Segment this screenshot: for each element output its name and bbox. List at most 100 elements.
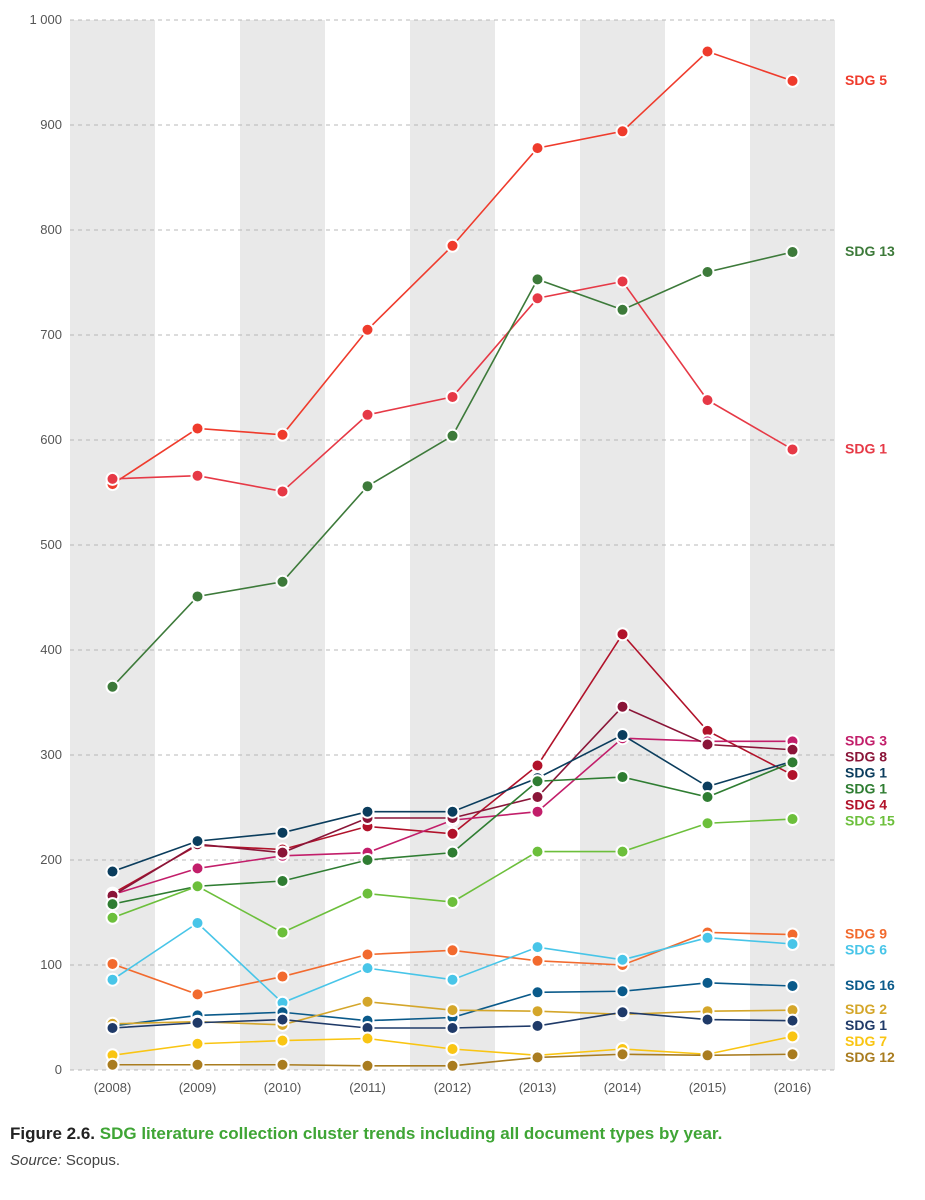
series-marker-sdg6 — [702, 932, 714, 944]
series-marker-sdg4 — [447, 828, 459, 840]
series-label-sdg4: SDG 4 — [845, 796, 887, 812]
series-marker-sdg7 — [447, 1043, 459, 1055]
series-marker-sdg10 — [447, 1022, 459, 1034]
x-tick-label: (2010) — [264, 1080, 302, 1095]
series-marker-sdg16 — [532, 986, 544, 998]
series-marker-sdg10 — [107, 1022, 119, 1034]
series-marker-sdg1 — [107, 473, 119, 485]
series-label-sdg5: SDG 5 — [845, 72, 887, 88]
series-marker-sdg12 — [277, 1059, 289, 1071]
series-marker-sdg15 — [702, 817, 714, 829]
series-marker-sdg15 — [447, 896, 459, 908]
series-label-sdg9: SDG 9 — [845, 926, 887, 942]
y-tick-label: 500 — [40, 537, 62, 552]
series-label-sdg2: SDG 2 — [845, 1001, 887, 1017]
series-label-sdg14: SDG 1 — [845, 780, 887, 796]
series-marker-sdg1 — [447, 391, 459, 403]
series-marker-sdg4 — [617, 628, 629, 640]
line-chart: 01002003004005006007008009001 000(2008)(… — [10, 10, 915, 1110]
series-marker-sdg8 — [702, 739, 714, 751]
series-marker-sdg14 — [617, 771, 629, 783]
series-marker-sdg11 — [362, 806, 374, 818]
series-marker-sdg6 — [617, 954, 629, 966]
series-marker-sdg8 — [617, 701, 629, 713]
series-marker-sdg12 — [787, 1048, 799, 1060]
series-marker-sdg6 — [362, 962, 374, 974]
series-marker-sdg14 — [107, 898, 119, 910]
x-tick-label: (2011) — [349, 1080, 386, 1095]
series-label-sdg15: SDG 15 — [845, 812, 895, 828]
series-marker-sdg15 — [532, 846, 544, 858]
series-label-sdg10: SDG 1 — [845, 1017, 887, 1033]
series-marker-sdg8 — [277, 847, 289, 859]
series-label-sdg7: SDG 7 — [845, 1033, 887, 1049]
series-marker-sdg14 — [447, 847, 459, 859]
series-marker-sdg6 — [447, 974, 459, 986]
series-marker-sdg11 — [107, 866, 119, 878]
series-marker-sdg2 — [362, 996, 374, 1008]
series-marker-sdg11 — [447, 806, 459, 818]
series-marker-sdg10 — [702, 1014, 714, 1026]
series-marker-sdg1 — [277, 485, 289, 497]
series-label-sdg8: SDG 8 — [845, 748, 887, 764]
figure-number: Figure 2.6. — [10, 1124, 95, 1143]
series-marker-sdg13 — [532, 273, 544, 285]
series-marker-sdg14 — [702, 791, 714, 803]
x-tick-label: (2012) — [434, 1080, 472, 1095]
x-tick-label: (2009) — [179, 1080, 217, 1095]
series-label-sdg3: SDG 3 — [845, 732, 887, 748]
series-marker-sdg2 — [447, 1004, 459, 1016]
series-marker-sdg16 — [617, 985, 629, 997]
series-marker-sdg6 — [107, 974, 119, 986]
series-marker-sdg13 — [787, 246, 799, 258]
series-marker-sdg1 — [192, 470, 204, 482]
series-marker-sdg13 — [617, 304, 629, 316]
series-marker-sdg6 — [532, 941, 544, 953]
x-tick-label: (2008) — [94, 1080, 132, 1095]
series-marker-sdg1 — [532, 292, 544, 304]
series-marker-sdg12 — [617, 1048, 629, 1060]
series-marker-sdg7 — [787, 1030, 799, 1042]
series-marker-sdg7 — [362, 1033, 374, 1045]
series-marker-sdg15 — [277, 926, 289, 938]
series-marker-sdg11 — [617, 729, 629, 741]
series-marker-sdg11 — [192, 835, 204, 847]
series-marker-sdg5 — [447, 240, 459, 252]
series-marker-sdg5 — [192, 422, 204, 434]
y-tick-label: 900 — [40, 117, 62, 132]
series-marker-sdg15 — [107, 912, 119, 924]
series-marker-sdg9 — [447, 944, 459, 956]
series-marker-sdg13 — [362, 480, 374, 492]
series-marker-sdg15 — [617, 846, 629, 858]
y-tick-label: 200 — [40, 852, 62, 867]
x-tick-label: (2015) — [689, 1080, 727, 1095]
series-marker-sdg13 — [447, 430, 459, 442]
series-marker-sdg9 — [277, 971, 289, 983]
x-tick-label: (2016) — [774, 1080, 812, 1095]
series-marker-sdg7 — [277, 1035, 289, 1047]
y-tick-label: 400 — [40, 642, 62, 657]
series-marker-sdg1 — [362, 409, 374, 421]
series-marker-sdg10 — [192, 1017, 204, 1029]
y-tick-label: 1 000 — [29, 12, 62, 27]
series-label-sdg6: SDG 6 — [845, 942, 887, 958]
series-marker-sdg8 — [787, 744, 799, 756]
series-marker-sdg12 — [447, 1060, 459, 1072]
series-marker-sdg14 — [362, 854, 374, 866]
source-prefix: Source: — [10, 1152, 62, 1169]
series-marker-sdg16 — [702, 977, 714, 989]
series-marker-sdg1 — [617, 275, 629, 287]
series-marker-sdg9 — [362, 949, 374, 961]
series-marker-sdg16 — [787, 980, 799, 992]
x-tick-label: (2013) — [519, 1080, 557, 1095]
series-marker-sdg12 — [702, 1049, 714, 1061]
series-marker-sdg3 — [192, 862, 204, 874]
chart-container: 01002003004005006007008009001 000(2008)(… — [10, 10, 915, 1110]
series-marker-sdg9 — [107, 958, 119, 970]
y-tick-label: 100 — [40, 957, 62, 972]
series-marker-sdg7 — [192, 1038, 204, 1050]
x-tick-label: (2014) — [604, 1080, 642, 1095]
series-marker-sdg14 — [787, 756, 799, 768]
series-marker-sdg15 — [787, 813, 799, 825]
y-tick-label: 800 — [40, 222, 62, 237]
